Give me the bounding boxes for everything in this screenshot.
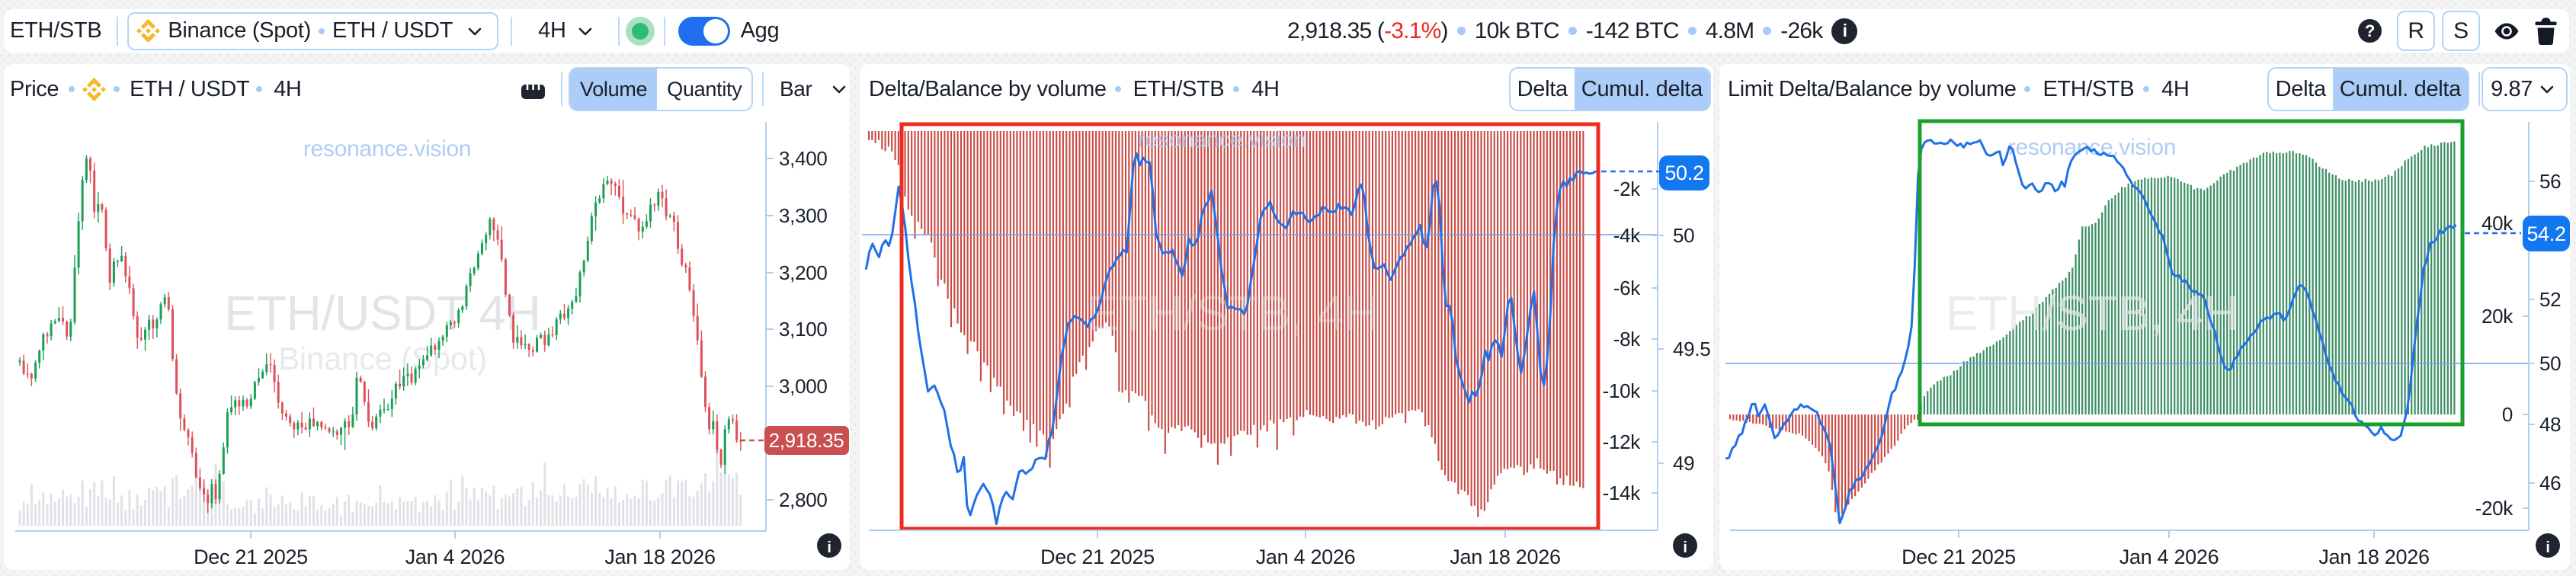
svg-text:50: 50: [2539, 352, 2561, 375]
svg-text:Dec 21 2025: Dec 21 2025: [194, 546, 308, 568]
svg-text:ETH/STB, 4H: ETH/STB, 4H: [1086, 286, 1379, 341]
svg-text:Dec 21 2025: Dec 21 2025: [1902, 546, 2016, 568]
svg-text:3,200: 3,200: [779, 261, 828, 284]
svg-text:Jan 4 2026: Jan 4 2026: [1256, 546, 1356, 568]
svg-text:40k: 40k: [2481, 212, 2514, 235]
svg-text:ETH/USDT 4H: ETH/USDT 4H: [224, 286, 540, 341]
svg-text:-14k: -14k: [1603, 482, 1642, 504]
svg-text:0: 0: [2502, 403, 2513, 426]
svg-text:50: 50: [1673, 224, 1694, 247]
svg-text:20k: 20k: [2481, 305, 2514, 328]
svg-text:-4k: -4k: [1613, 224, 1642, 247]
svg-text:50.2: 50.2: [1664, 162, 1703, 184]
svg-text:49.5: 49.5: [1673, 338, 1710, 360]
svg-text:ETH/STB, 4H: ETH/STB, 4H: [1946, 286, 2238, 341]
svg-text:-12k: -12k: [1603, 430, 1642, 453]
svg-text:3,100: 3,100: [779, 318, 828, 341]
svg-text:54.2: 54.2: [2526, 222, 2565, 245]
svg-text:i: i: [1683, 539, 1687, 556]
svg-text:Jan 4 2026: Jan 4 2026: [405, 546, 505, 568]
svg-text:56: 56: [2539, 170, 2561, 193]
svg-text:-8k: -8k: [1613, 328, 1642, 350]
svg-text:resonance.vision: resonance.vision: [2008, 135, 2176, 160]
svg-text:3,400: 3,400: [779, 147, 828, 170]
svg-text:Binance (Spot): Binance (Spot): [278, 341, 487, 376]
svg-text:49: 49: [1673, 452, 1694, 475]
svg-text:3,000: 3,000: [779, 375, 828, 398]
svg-text:Dec 21 2025: Dec 21 2025: [1040, 546, 1155, 568]
svg-text:2,800: 2,800: [779, 488, 828, 511]
svg-text:-10k: -10k: [1603, 379, 1642, 402]
svg-text:46: 46: [2539, 472, 2561, 494]
svg-text:52: 52: [2539, 288, 2561, 311]
svg-text:48: 48: [2539, 413, 2561, 436]
svg-text:-2k: -2k: [1613, 178, 1642, 200]
svg-text:i: i: [2546, 539, 2549, 556]
svg-text:i: i: [827, 539, 831, 556]
svg-text:Jan 18 2026: Jan 18 2026: [2318, 546, 2429, 568]
svg-text:resonance.vision: resonance.vision: [303, 136, 471, 162]
svg-text:2,918.35: 2,918.35: [769, 429, 844, 452]
svg-text:3,300: 3,300: [779, 204, 828, 227]
svg-text:Jan 18 2026: Jan 18 2026: [604, 546, 715, 568]
svg-text:-20k: -20k: [2475, 497, 2514, 520]
svg-text:Jan 4 2026: Jan 4 2026: [2119, 546, 2219, 568]
svg-text:-6k: -6k: [1613, 277, 1642, 299]
svg-text:resonance.vision: resonance.vision: [1138, 127, 1306, 152]
svg-text:Jan 18 2026: Jan 18 2026: [1450, 546, 1560, 568]
